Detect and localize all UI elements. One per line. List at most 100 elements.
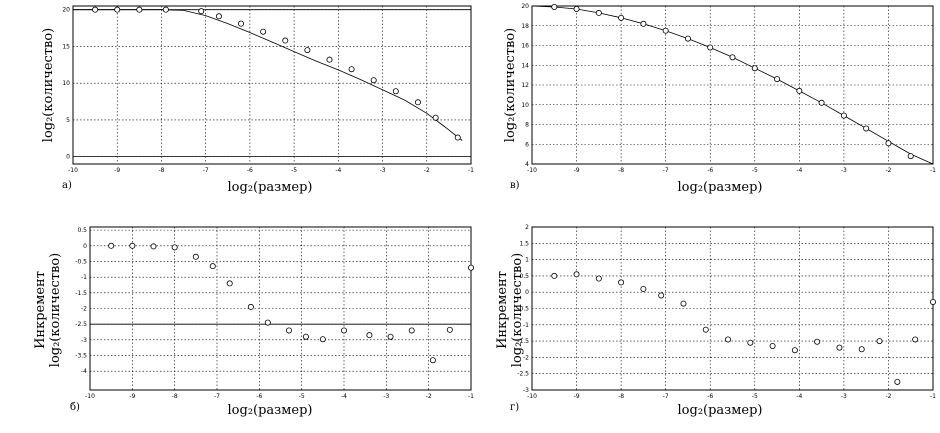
plot-frame [531, 226, 934, 391]
x-tick-label: -2 [426, 393, 432, 400]
x-tick-label: -1 [468, 167, 474, 174]
data-point [729, 54, 736, 61]
x-tick-label: -6 [707, 167, 713, 174]
data-point [618, 279, 625, 286]
x-tick-label: -3 [841, 167, 847, 174]
y-tick-label: 12 [521, 82, 529, 89]
data-point [573, 271, 580, 278]
data-point [285, 327, 292, 334]
y-tick-label: 1 [525, 257, 529, 264]
y-tick-label: 0 [525, 289, 529, 296]
x-tick-label: -9 [114, 167, 120, 174]
data-point [304, 47, 311, 54]
x-tick-label: -10 [85, 393, 95, 400]
x-tick-label: -3 [380, 167, 386, 174]
y-tick-label: 20 [521, 3, 529, 10]
x-tick-label: -6 [707, 393, 713, 400]
data-point [858, 346, 865, 353]
y-tick-label: 14 [521, 62, 529, 69]
y-tick-label: 10 [521, 102, 529, 109]
data-point [640, 285, 647, 292]
data-point [414, 99, 421, 106]
x-tick-label: -3 [383, 393, 389, 400]
x-tick-label: -1 [930, 167, 936, 174]
data-point [684, 35, 691, 42]
y-tick-label: -0.5 [517, 306, 529, 313]
data-point [751, 65, 758, 72]
data-point [774, 76, 781, 83]
data-point [162, 6, 169, 13]
data-point [238, 20, 245, 27]
x-tick-label: -2 [885, 167, 891, 174]
x-tick-label: -6 [256, 393, 262, 400]
x-tick-label: -7 [203, 167, 209, 174]
x-tick-label: -9 [574, 167, 580, 174]
data-point [429, 357, 436, 364]
data-point [573, 5, 580, 12]
x-tick-label: -4 [796, 393, 802, 400]
x-tick-label: -9 [129, 393, 135, 400]
data-point [791, 347, 798, 354]
data-point [340, 327, 347, 334]
y-tick-label: 1.5 [519, 240, 529, 247]
data-point [114, 6, 121, 13]
data-point [863, 125, 870, 132]
x-tick-label: -4 [796, 167, 802, 174]
y-tick-label: -2 [81, 306, 87, 313]
x-tick-label: -8 [618, 393, 624, 400]
x-tick-label: -8 [158, 167, 164, 174]
chart-panel-3: -10 -9 -8 -7 -6 -5 -4 -3 -2 -1 0.5 0 -0.5 -1 -1.5 -2 -2.… [33, 226, 474, 418]
x-tick-label: -10 [527, 393, 537, 400]
data-point [876, 338, 883, 345]
y-tick-label: 20 [62, 7, 70, 14]
x-tick-label: -3 [841, 393, 847, 400]
x-tick-label: -9 [574, 393, 580, 400]
y-tick-label: 6 [525, 141, 529, 148]
x-tick-label: -7 [214, 393, 220, 400]
plot-frame [72, 5, 472, 165]
data-point [366, 332, 373, 339]
data-point [136, 6, 143, 13]
y-tick-label: -1 [81, 274, 87, 281]
y-tick-label: 5 [66, 117, 70, 124]
y-tick-label: 4 [525, 161, 529, 168]
data-point [408, 327, 415, 334]
y-tick-label: 0.5 [519, 273, 529, 280]
data-point [209, 263, 216, 270]
x-tick-label: -2 [885, 393, 891, 400]
data-point [247, 303, 254, 310]
data-point [198, 8, 205, 15]
data-point [260, 28, 267, 35]
chart-panel-2: -10 -9 -8 -7 -6 -5 -4 -3 -2 -1 4 6 8 10 12 14 16 18 20 в) lo… [503, 3, 936, 195]
x-tick-label: -5 [752, 167, 758, 174]
x-tick-label: -8 [172, 393, 178, 400]
y-tick-label: -3 [523, 387, 529, 394]
data-point [796, 87, 803, 94]
y-tick-label: -1 [523, 322, 529, 329]
y-axis-label: Инкрементlog₂(количество) [33, 253, 63, 367]
x-tick-label: -6 [247, 167, 253, 174]
data-point [319, 336, 326, 343]
y-tick-label: 15 [62, 43, 70, 50]
data-point [836, 344, 843, 351]
data-point [192, 253, 199, 260]
data-point [326, 56, 333, 63]
x-tick-label: -4 [335, 167, 341, 174]
data-point [814, 338, 821, 345]
panel-label: в) [510, 180, 520, 191]
plot-frame [531, 5, 934, 165]
x-tick-label: -7 [663, 393, 669, 400]
x-tick-label: -5 [299, 393, 305, 400]
data-point [769, 342, 776, 349]
data-point [171, 244, 178, 251]
y-axis-label: log₂(количество) [503, 28, 518, 142]
series-line [73, 9, 463, 141]
y-tick-label: 0.5 [77, 227, 87, 234]
data-point [226, 280, 233, 287]
x-axis-label: log₂(размер) [228, 180, 313, 195]
data-point [551, 3, 558, 10]
data-point [551, 272, 558, 279]
y-tick-label: 0 [83, 243, 87, 250]
data-point [662, 27, 669, 34]
